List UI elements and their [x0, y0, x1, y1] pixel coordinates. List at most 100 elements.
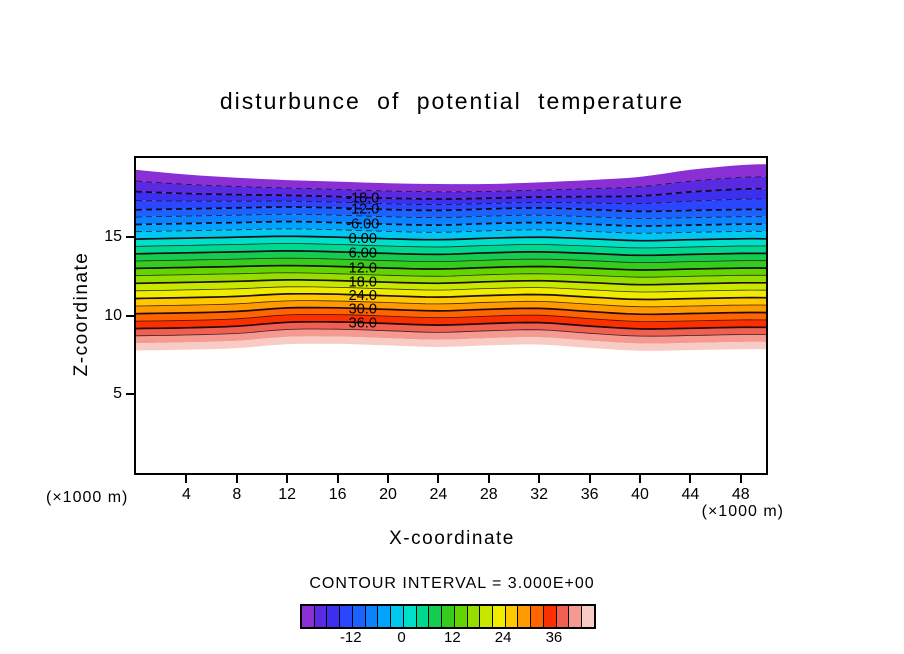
- x-tick-label: 8: [232, 486, 242, 503]
- colorbar-segment: [391, 606, 404, 627]
- contour-band: [136, 236, 766, 248]
- colorbar-segment: [454, 606, 468, 627]
- contour-band: [136, 199, 766, 212]
- colorbar-tick-label: 0: [397, 629, 406, 646]
- colorbar-segment: [416, 606, 430, 627]
- x-tick-label: 40: [631, 486, 649, 503]
- y-tick-label: 5: [113, 385, 122, 403]
- colorbar-segment: [429, 606, 443, 627]
- contour-label: 0.00: [349, 231, 377, 247]
- contour-label: 6.00: [349, 246, 377, 262]
- contour-label: 30.0: [349, 302, 377, 318]
- contour-band: [136, 336, 766, 351]
- contour-label: 36.0: [349, 316, 377, 332]
- x-axis-tick: [588, 475, 591, 483]
- y-axis-tick: [126, 314, 134, 317]
- contour-line: [136, 286, 766, 293]
- contour-line: [136, 264, 766, 271]
- contour-band: [136, 279, 766, 292]
- colorbar-segment: [569, 606, 583, 627]
- contour-band: [136, 272, 766, 285]
- colorbar-segment: [531, 606, 544, 627]
- contour-band: [136, 228, 766, 241]
- x-axis-tick: [286, 475, 289, 483]
- contour-band: [136, 250, 766, 263]
- contour-band: [136, 188, 766, 205]
- contour-line: [136, 250, 766, 257]
- x-axis-tick: [639, 475, 641, 483]
- x-axis-tick: [538, 475, 541, 483]
- contour-line: [136, 300, 766, 308]
- colorbar-segment: [543, 606, 557, 627]
- y-axis-tick: [126, 235, 134, 238]
- colorbar-segment: [340, 606, 353, 627]
- colorbar-segment: [442, 606, 455, 627]
- colorbar-tick-label: 24: [494, 629, 512, 646]
- x-axis-tick: [235, 475, 238, 483]
- contour-band: [136, 314, 766, 329]
- contour-label: 24.0: [349, 288, 377, 304]
- x-tick-label: 16: [328, 486, 347, 503]
- colorbar-segment: [480, 606, 494, 627]
- colorbar-segment: [302, 606, 315, 627]
- axis-unit-label-left: (×1000 m): [46, 489, 129, 506]
- y-tick-label: 10: [104, 306, 122, 324]
- x-axis-label: X-coordinate: [389, 528, 515, 549]
- contour-label: -12.0: [346, 202, 379, 218]
- x-tick-label: 12: [278, 486, 297, 503]
- x-axis-tick: [336, 475, 339, 483]
- x-tick-label: 48: [731, 486, 750, 503]
- contour-band: [136, 265, 766, 278]
- colorbar-tick-label: -12: [339, 629, 362, 646]
- colorbar-segment: [314, 606, 328, 627]
- x-tick-label: 28: [479, 486, 498, 503]
- colorbar-segment: [493, 606, 506, 627]
- contour-label: 18.0: [349, 274, 377, 290]
- plot-title: disturbunce of potential temperature: [219, 88, 685, 114]
- contour-band: [136, 207, 766, 219]
- colorbar-segment: [518, 606, 532, 627]
- contour-band: [136, 176, 766, 199]
- colorbar-segment: [467, 606, 481, 627]
- contour-line: [136, 243, 766, 249]
- contour-line: [136, 320, 766, 330]
- contour-line: [136, 279, 766, 286]
- contour-band: [136, 214, 766, 226]
- contour-plot: -18.0-12.0-6.000.006.0012.018.024.030.03…: [136, 164, 766, 351]
- x-tick-label: 24: [429, 486, 448, 503]
- x-axis-tick: [185, 475, 188, 483]
- contour-interval-label: CONTOUR INTERVAL = 3.000E+00: [309, 575, 595, 592]
- contour-line: [136, 328, 766, 337]
- contour-band: [136, 307, 766, 322]
- contour-band: [136, 221, 766, 234]
- x-axis-tick: [437, 475, 440, 483]
- colorbar-tick-label: 36: [545, 629, 563, 646]
- contour-label: 12.0: [349, 260, 377, 276]
- contour-band: [136, 329, 766, 344]
- colorbar-segment: [505, 606, 519, 627]
- axis-unit-label-right: (×1000 m): [701, 503, 784, 520]
- x-axis-tick: [689, 475, 692, 483]
- contour-line: [136, 257, 766, 264]
- contour-line: [136, 272, 766, 278]
- contour-band: [136, 286, 766, 300]
- contour-band: [136, 321, 766, 337]
- contour-band: [136, 258, 766, 270]
- contour-label: -6.00: [346, 216, 379, 232]
- contour-label: -18.0: [346, 190, 379, 206]
- x-tick-label: 44: [681, 486, 700, 503]
- colorbar-segment: [582, 606, 594, 627]
- x-axis-tick: [487, 475, 490, 483]
- colorbar: [300, 604, 596, 629]
- x-tick-label: 32: [530, 486, 549, 503]
- colorbar-segment: [327, 606, 341, 627]
- colorbar-segment: [365, 606, 379, 627]
- y-tick-label: 15: [104, 227, 122, 245]
- contour-line: [136, 292, 766, 301]
- x-axis-tick: [387, 475, 389, 483]
- contour-line: [136, 235, 766, 242]
- contour-band: [136, 293, 766, 307]
- colorbar-segment: [378, 606, 392, 627]
- x-tick-label: 20: [379, 486, 397, 503]
